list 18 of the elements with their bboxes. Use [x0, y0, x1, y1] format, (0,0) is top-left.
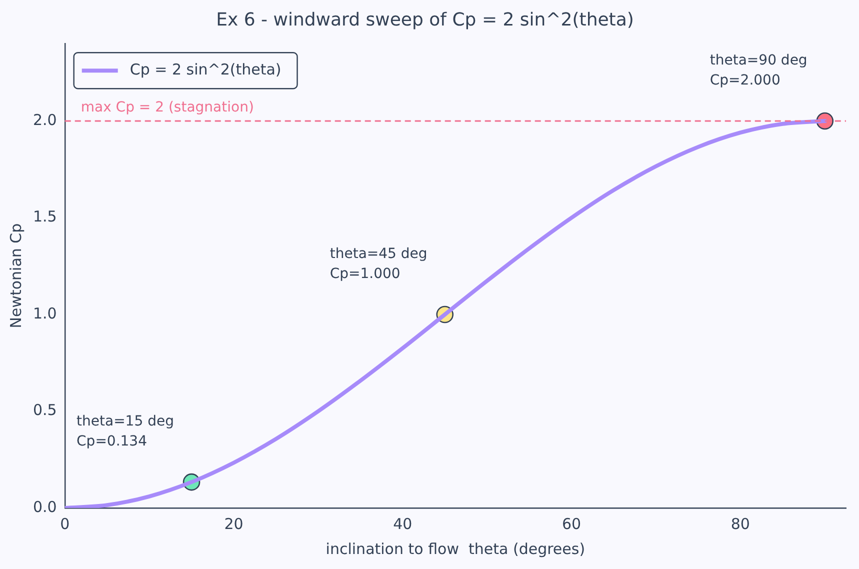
- legend-label: Cp = 2 sin^2(theta): [130, 60, 282, 78]
- chart-title: Ex 6 - windward sweep of Cp = 2 sin^2(theta): [216, 9, 634, 30]
- annotation: theta=15 deg Cp=0.134: [76, 414, 174, 450]
- ref-line-label: max Cp = 2 (stagnation): [80, 100, 254, 116]
- x-axis-title: inclination to flow theta (degrees): [326, 540, 586, 558]
- x-tick-label: 80: [730, 514, 750, 533]
- annotation: theta=45 deg Cp=1.000: [330, 246, 428, 282]
- x-tick-label: 40: [393, 514, 412, 533]
- y-tick-label: 1.0: [32, 304, 57, 322]
- y-axis-title: Newtonian Cp: [6, 223, 25, 328]
- annotation: theta=90 deg Cp=2.000: [710, 52, 808, 89]
- y-tick-label: 0.5: [32, 401, 57, 420]
- x-tick-label: 20: [224, 514, 244, 533]
- x-tick-label: 60: [562, 514, 582, 533]
- y-tick-label: 0.0: [32, 498, 57, 516]
- y-tick-label: 2.0: [32, 110, 57, 129]
- x-tick-label: 0: [60, 514, 70, 533]
- y-tick-label: 1.5: [32, 208, 57, 226]
